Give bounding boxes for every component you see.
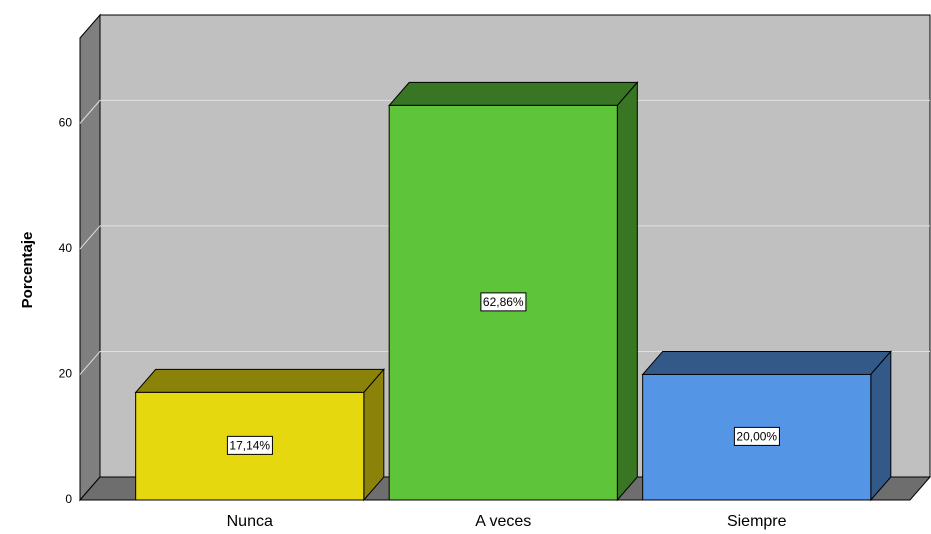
x-tick-label: Siempre xyxy=(727,513,787,530)
y-tick-label: 60 xyxy=(59,116,73,130)
left-wall xyxy=(79,13,101,502)
bar-top xyxy=(134,368,385,393)
value-label-box xyxy=(733,426,780,446)
value-label: 20,00% xyxy=(736,429,777,443)
bar-side xyxy=(616,81,638,502)
bar-side xyxy=(870,350,892,502)
bar-top xyxy=(388,81,639,106)
y-axis-label: Porcentaje xyxy=(19,232,36,309)
y-tick-label: 0 xyxy=(65,492,72,506)
y-tick-label: 20 xyxy=(59,367,73,381)
x-tick-label: Nunca xyxy=(227,513,273,530)
value-label-box xyxy=(480,292,527,312)
grid-line xyxy=(79,100,101,124)
value-label: 17,14% xyxy=(229,438,270,452)
bar-side xyxy=(363,368,385,502)
y-tick-label: 40 xyxy=(59,241,73,255)
grid-line xyxy=(79,225,101,250)
x-tick-label: A veces xyxy=(475,513,531,530)
value-label-box xyxy=(226,435,273,455)
value-label: 62,86% xyxy=(483,295,524,309)
bar-top xyxy=(641,350,892,375)
grid-line xyxy=(79,351,101,375)
